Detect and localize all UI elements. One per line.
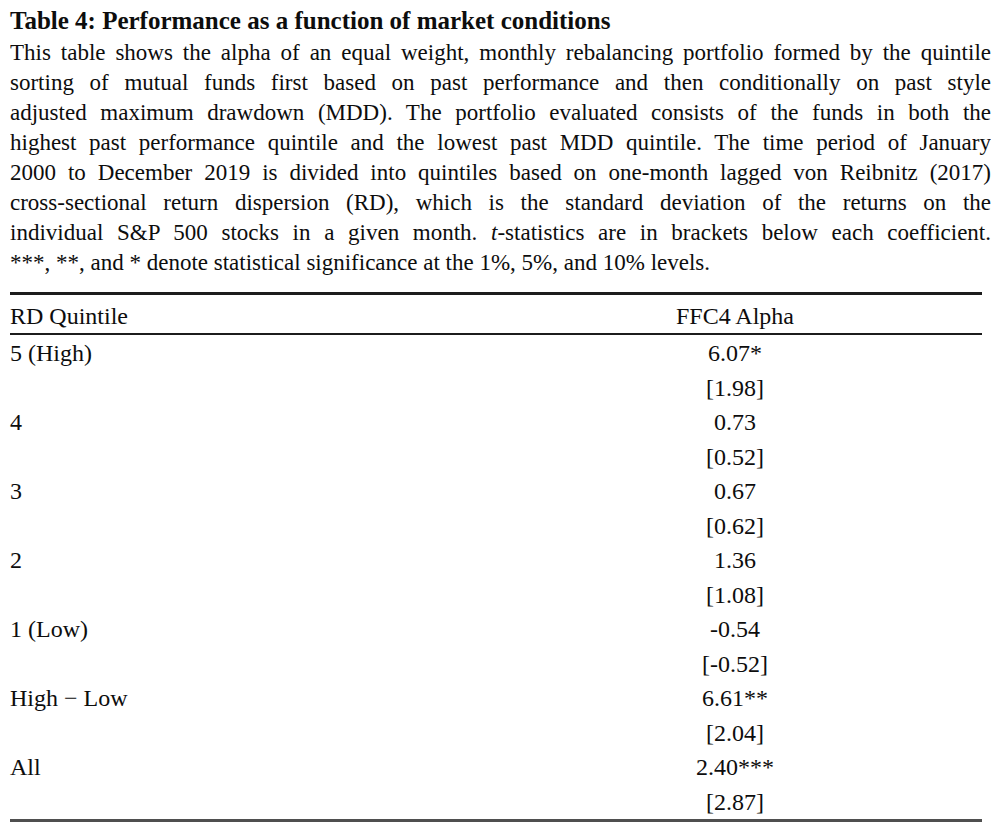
table-row-tstat: [1.98] (10, 371, 982, 406)
caption-line-6: cross-sectional return dispersion (RD), … (10, 188, 991, 218)
row-label-empty (10, 371, 488, 406)
row-label-empty (10, 647, 488, 682)
paper-page: Table 4: Performance as a function of ma… (0, 0, 1008, 834)
table-row-tstat: [0.62] (10, 509, 982, 544)
table-row-coef: 1 (Low) -0.54 (10, 612, 982, 647)
row-label: High − Low (10, 681, 488, 716)
results-table-body: 5 (High) 6.07* [1.98] 4 0.73 [0.52] 3 0.… (10, 334, 982, 821)
row-label-empty (10, 578, 488, 613)
caption-line-8-significance-note: ***, **, and * denote statistical signif… (10, 248, 991, 278)
row-label-empty (10, 785, 488, 821)
table-row-coef: 2 1.36 (10, 543, 982, 578)
row-label: 2 (10, 543, 488, 578)
row-tstat: [0.52] (488, 440, 982, 475)
table-row-coef: High − Low 6.61** (10, 681, 982, 716)
table-row-tstat: [1.08] (10, 578, 982, 613)
row-tstat: [1.98] (488, 371, 982, 406)
header-row: RD Quintile FFC4 Alpha (10, 294, 982, 335)
results-table: RD Quintile FFC4 Alpha 5 (High) 6.07* [1… (10, 292, 982, 822)
row-coef: 2.40*** (488, 750, 982, 785)
row-tstat: [2.87] (488, 785, 982, 821)
table-row-coef: 3 0.67 (10, 474, 982, 509)
caption-line-7: individual S&P 500 stocks in a given mon… (10, 218, 991, 248)
caption-tstat-post: -statistics are in brackets below each c… (497, 220, 991, 245)
table-row-coef: All 2.40*** (10, 750, 982, 785)
row-tstat: [1.08] (488, 578, 982, 613)
row-coef: 0.73 (488, 405, 982, 440)
table-caption: This table shows the alpha of an equal w… (10, 38, 991, 278)
caption-line-3: adjusted maximum drawdown (MDD). The por… (10, 98, 991, 128)
row-tstat: [-0.52] (488, 647, 982, 682)
row-coef: 6.07* (488, 334, 982, 371)
table-row-coef: 5 (High) 6.07* (10, 334, 982, 371)
row-coef: 1.36 (488, 543, 982, 578)
row-label: 1 (Low) (10, 612, 488, 647)
table-row-tstat: [2.87] (10, 785, 982, 821)
caption-line-2: sorting of mutual funds first based on p… (10, 68, 991, 98)
row-label-empty (10, 440, 488, 475)
table-title: Table 4: Performance as a function of ma… (10, 6, 991, 36)
table-row-tstat: [2.04] (10, 716, 982, 751)
caption-tstat-pre: individual S&P 500 stocks in a given mon… (10, 220, 491, 245)
caption-line-1: This table shows the alpha of an equal w… (10, 38, 991, 68)
row-tstat: [2.04] (488, 716, 982, 751)
row-coef: 0.67 (488, 474, 982, 509)
row-label-empty (10, 716, 488, 751)
table-row-tstat: [-0.52] (10, 647, 982, 682)
row-tstat: [0.62] (488, 509, 982, 544)
results-table-header: RD Quintile FFC4 Alpha (10, 294, 982, 335)
table-row-coef: 4 0.73 (10, 405, 982, 440)
header-rd-quintile: RD Quintile (10, 294, 488, 335)
row-coef: -0.54 (488, 612, 982, 647)
row-label: 5 (High) (10, 334, 488, 371)
row-label: All (10, 750, 488, 785)
row-coef: 6.61** (488, 681, 982, 716)
row-label: 4 (10, 405, 488, 440)
caption-line-5: 2000 to December 2019 is divided into qu… (10, 158, 991, 188)
table-row-tstat: [0.52] (10, 440, 982, 475)
caption-line-4: highest past performance quintile and th… (10, 128, 991, 158)
row-label: 3 (10, 474, 488, 509)
header-ffc4-alpha: FFC4 Alpha (488, 294, 982, 335)
row-label-empty (10, 509, 488, 544)
